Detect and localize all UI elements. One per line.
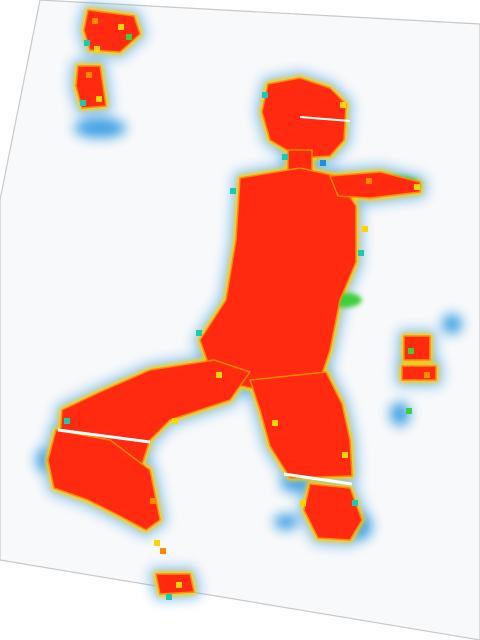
core-leftLower xyxy=(47,429,161,531)
speckle xyxy=(366,178,372,184)
blue-blob xyxy=(442,314,462,334)
core-rightFrag1 xyxy=(403,335,431,361)
speckle xyxy=(94,46,100,52)
high-pressure-core xyxy=(47,9,437,595)
scan-lines xyxy=(57,116,353,486)
speckle xyxy=(196,330,202,336)
speckle xyxy=(358,250,364,256)
speckle xyxy=(272,420,278,426)
speckle xyxy=(80,100,86,106)
blue-blob xyxy=(74,118,126,138)
speckle xyxy=(176,582,182,588)
blue-blob xyxy=(390,402,410,426)
speckle xyxy=(166,594,172,600)
speckle xyxy=(352,500,358,506)
speckle xyxy=(300,500,306,506)
scan-line xyxy=(57,428,151,444)
speckle xyxy=(362,226,368,232)
speckle xyxy=(92,18,98,24)
speckle xyxy=(172,418,178,424)
speckle xyxy=(230,188,236,194)
scan-line xyxy=(283,472,353,486)
speckle xyxy=(342,452,348,458)
speckle xyxy=(118,24,124,30)
speckle xyxy=(424,372,430,378)
scan-line xyxy=(299,116,351,122)
speckle xyxy=(408,348,414,354)
core-bottomFrag xyxy=(155,573,195,595)
speckle xyxy=(126,34,132,40)
speckle xyxy=(320,160,326,166)
speckle xyxy=(216,372,222,378)
core-rightFrag2 xyxy=(401,365,437,381)
blue-blob xyxy=(274,514,298,530)
core-rightFoot xyxy=(303,483,363,541)
speckle xyxy=(262,92,268,98)
speckle xyxy=(340,102,346,108)
speckle xyxy=(84,40,90,46)
speckle xyxy=(154,540,160,546)
speckle xyxy=(282,154,288,160)
speckle xyxy=(414,184,420,190)
speckle xyxy=(406,408,412,414)
speckle xyxy=(96,96,102,102)
speckles xyxy=(64,18,430,600)
speckle xyxy=(64,418,70,424)
speckle xyxy=(150,498,156,504)
core-rightLeg xyxy=(249,371,353,479)
core-arm xyxy=(329,171,421,199)
speckle xyxy=(160,548,166,554)
speckle xyxy=(86,72,92,78)
